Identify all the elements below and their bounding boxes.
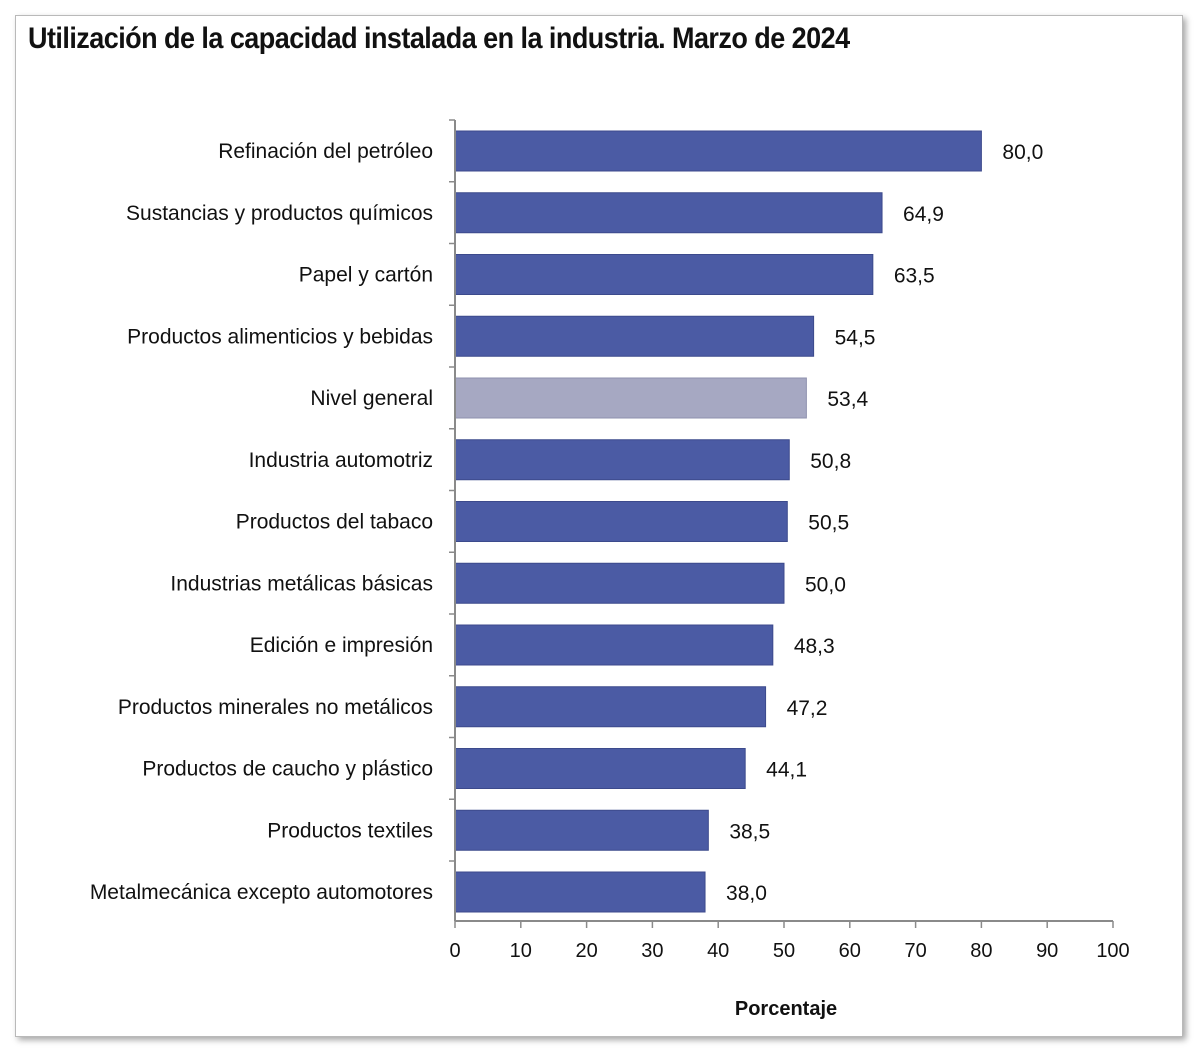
- value-label-productos-del-tabaco: 50,5: [808, 512, 849, 535]
- value-label-refinacion-del-petroleo: 80,0: [1002, 141, 1043, 164]
- bar-productos-del-tabaco: [454, 501, 788, 542]
- category-label-refinacion-del-petroleo: Refinación del petróleo: [218, 140, 433, 163]
- bar-industria-automotriz: [454, 439, 790, 481]
- bar-refinacion-del-petroleo: [454, 130, 982, 172]
- bar-industrias-metalicas-basicas: [454, 562, 785, 604]
- value-label-papel-y-carton: 63,5: [894, 265, 935, 288]
- x-tick-label: 50: [773, 940, 795, 962]
- value-label-nivel-general: 53,4: [827, 388, 868, 411]
- category-label-productos-de-caucho-y-plastico: Productos de caucho y plástico: [142, 758, 433, 781]
- x-tick-label: 70: [904, 940, 926, 962]
- category-label-productos-minerales-no-metalicos: Productos minerales no metálicos: [118, 696, 433, 719]
- x-tick-label: 20: [575, 940, 597, 962]
- bar-papel-y-carton: [454, 254, 874, 295]
- category-label-productos-del-tabaco: Productos del tabaco: [236, 511, 433, 534]
- x-tick-label: 0: [449, 940, 460, 962]
- bar-sustancias-y-productos-quimicos: [454, 192, 883, 234]
- value-label-productos-minerales-no-metalicos: 47,2: [787, 697, 828, 720]
- value-label-productos-alimenticios-y-bebidas: 54,5: [835, 326, 876, 349]
- chart-title: Utilización de la capacidad instalada en…: [28, 22, 850, 55]
- category-label-productos-alimenticios-y-bebidas: Productos alimenticios y bebidas: [127, 325, 433, 348]
- x-tick-label: 40: [707, 940, 729, 962]
- value-label-industria-automotriz: 50,8: [810, 450, 851, 473]
- x-tick-label: 30: [641, 940, 663, 962]
- category-label-industrias-metalicas-basicas: Industrias metálicas básicas: [170, 572, 433, 595]
- value-label-sustancias-y-productos-quimicos: 64,9: [903, 203, 944, 226]
- category-label-nivel-general: Nivel general: [310, 387, 433, 410]
- category-label-edicion-e-impresion: Edición e impresión: [250, 634, 433, 657]
- category-label-metalmecanica-excepto-automotores: Metalmecánica excepto automotores: [90, 881, 433, 904]
- bar-productos-alimenticios-y-bebidas: [454, 315, 815, 357]
- bar-edicion-e-impresion: [454, 624, 774, 666]
- category-label-papel-y-carton: Papel y cartón: [299, 264, 433, 287]
- bar-productos-minerales-no-metalicos: [454, 686, 767, 728]
- category-label-productos-textiles: Productos textiles: [267, 819, 433, 842]
- x-tick-label: 80: [970, 940, 992, 962]
- value-label-productos-textiles: 38,5: [729, 820, 770, 843]
- value-label-edicion-e-impresion: 48,3: [794, 635, 835, 658]
- x-axis-title: Porcentaje: [735, 998, 837, 1020]
- value-label-productos-de-caucho-y-plastico: 44,1: [766, 759, 807, 782]
- category-label-sustancias-y-productos-quimicos: Sustancias y productos químicos: [126, 202, 433, 225]
- x-tick-label: 90: [1036, 940, 1058, 962]
- x-tick-label: 100: [1096, 940, 1129, 962]
- bar-nivel-general: [454, 377, 807, 419]
- x-tick-label: 60: [839, 940, 861, 962]
- category-label-industria-automotriz: Industria automotriz: [249, 449, 433, 472]
- bar-productos-textiles: [454, 809, 709, 851]
- x-tick-label: 10: [510, 940, 532, 962]
- bar-metalmecanica-excepto-automotores: [454, 871, 706, 913]
- bar-productos-de-caucho-y-plastico: [454, 748, 746, 789]
- value-label-industrias-metalicas-basicas: 50,0: [805, 573, 846, 596]
- value-label-metalmecanica-excepto-automotores: 38,0: [726, 882, 767, 905]
